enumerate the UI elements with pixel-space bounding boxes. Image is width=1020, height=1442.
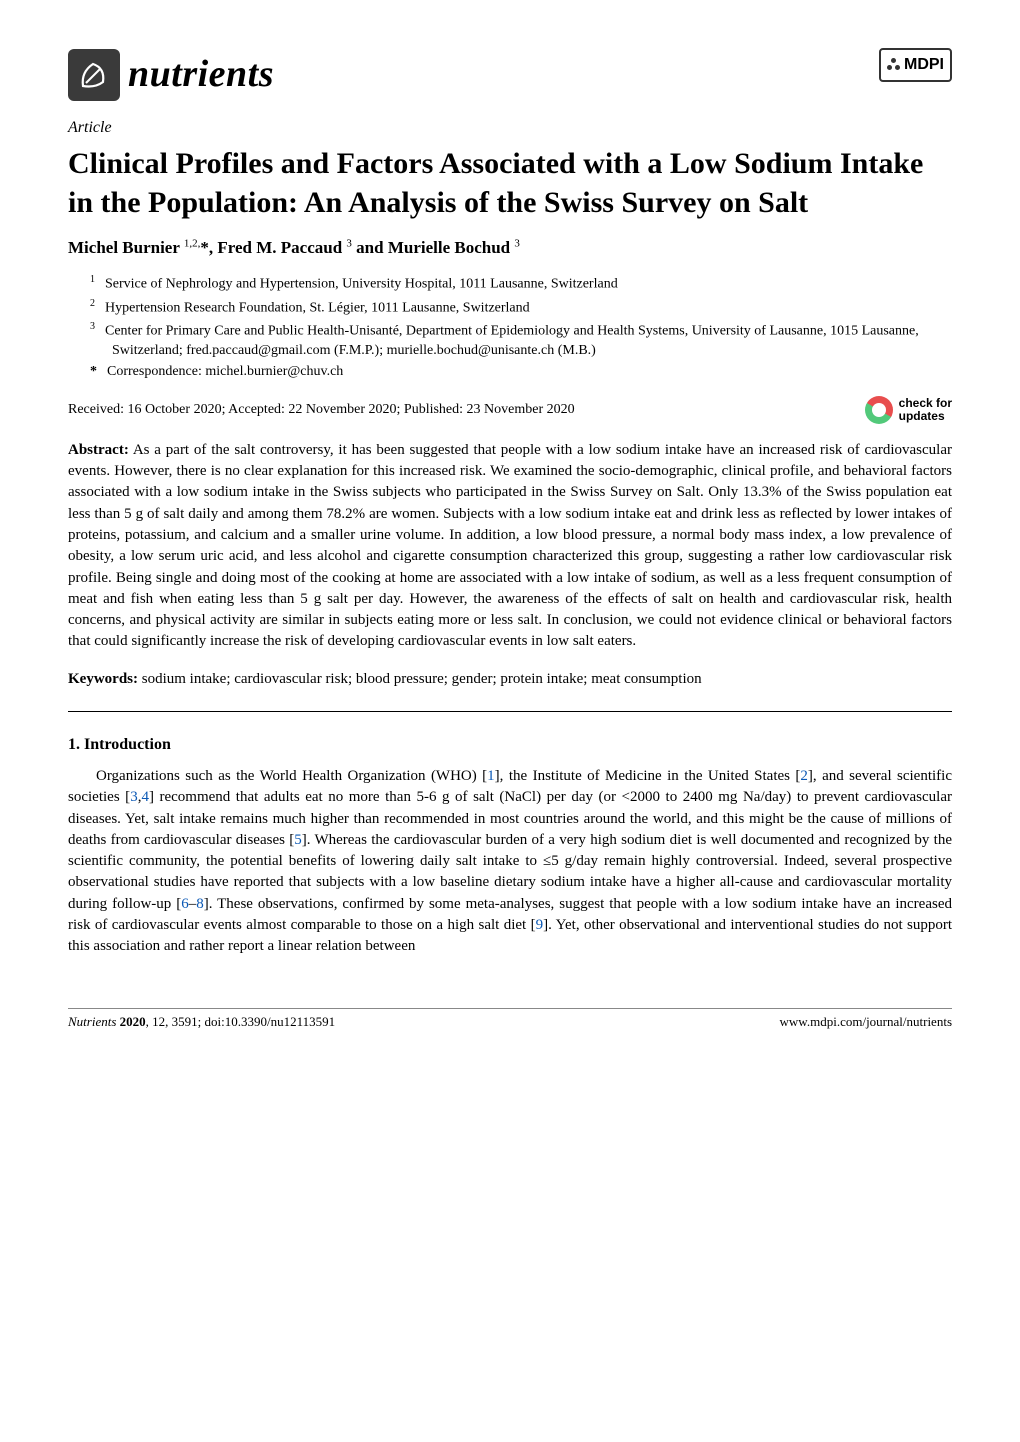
ref-link[interactable]: 9	[536, 917, 544, 933]
ref-link[interactable]: 4	[141, 789, 149, 805]
correspondence: * Correspondence: michel.burnier@chuv.ch	[90, 363, 952, 382]
updates-line2: updates	[899, 410, 952, 423]
affiliation-num: 2	[90, 298, 95, 309]
ref-link[interactable]: 3	[130, 789, 138, 805]
footer-left: Nutrients 2020, 12, 3591; doi:10.3390/nu…	[68, 1013, 335, 1031]
mdpi-dots-icon	[887, 58, 901, 72]
publisher-logo: MDPI	[879, 48, 952, 82]
corr-mark: *	[90, 364, 97, 379]
abstract: Abstract: As a part of the salt controve…	[68, 440, 952, 653]
updates-line1: check for	[899, 397, 952, 410]
abstract-label: Abstract:	[68, 442, 129, 458]
footer-rest: , 12, 3591; doi:10.3390/nu12113591	[146, 1014, 335, 1029]
abstract-text: As a part of the salt controversy, it ha…	[68, 442, 952, 650]
dates-text: Received: 16 October 2020; Accepted: 22 …	[68, 400, 575, 420]
updates-text: check for updates	[899, 397, 952, 423]
footer-year: 2020	[120, 1014, 146, 1029]
article-type: Article	[68, 117, 952, 139]
leaf-icon	[77, 58, 111, 92]
affiliation-text: Center for Primary Care and Public Healt…	[105, 324, 919, 358]
ref-link[interactable]: 5	[294, 832, 302, 848]
t: Organizations such as the World Health O…	[96, 768, 487, 784]
journal-logo-icon	[68, 49, 120, 101]
footer: Nutrients 2020, 12, 3591; doi:10.3390/nu…	[68, 1008, 952, 1031]
article-title: Clinical Profiles and Factors Associated…	[68, 144, 952, 222]
affiliation-text: Hypertension Research Foundation, St. Lé…	[105, 301, 530, 316]
journal-name: nutrients	[128, 48, 274, 101]
ref-link[interactable]: 6	[181, 896, 189, 912]
ref-link[interactable]: 2	[800, 768, 808, 784]
corr-text: Correspondence: michel.burnier@chuv.ch	[107, 364, 343, 379]
intro-paragraph: Organizations such as the World Health O…	[68, 766, 952, 958]
affiliation-num: 1	[90, 274, 95, 285]
affiliation-text: Service of Nephrology and Hypertension, …	[105, 277, 618, 292]
dates-row: Received: 16 October 2020; Accepted: 22 …	[68, 396, 952, 424]
footer-right[interactable]: www.mdpi.com/journal/nutrients	[780, 1013, 952, 1031]
journal-logo: nutrients	[68, 48, 274, 101]
affiliation-3: 3 Center for Primary Care and Public Heal…	[90, 320, 952, 360]
keywords: Keywords: sodium intake; cardiovascular …	[68, 669, 952, 691]
authors: Michel Burnier 1,2,*, Fred M. Paccaud 3 …	[68, 236, 952, 260]
keywords-text: sodium intake; cardiovascular risk; bloo…	[138, 671, 702, 687]
header-row: nutrients MDPI	[68, 48, 952, 101]
ref-link[interactable]: 1	[487, 768, 495, 784]
keywords-label: Keywords:	[68, 671, 138, 687]
affiliation-1: 1 Service of Nephrology and Hypertension,…	[90, 273, 952, 295]
affiliation-num: 3	[90, 321, 95, 332]
divider	[68, 711, 952, 712]
ref-link[interactable]: 8	[196, 896, 204, 912]
check-updates-badge[interactable]: check for updates	[865, 396, 952, 424]
publisher-name: MDPI	[904, 54, 944, 76]
t: ], the Institute of Medicine in the Unit…	[495, 768, 801, 784]
footer-journal: Nutrients	[68, 1014, 120, 1029]
updates-icon	[865, 396, 893, 424]
affiliations: 1 Service of Nephrology and Hypertension,…	[90, 273, 952, 381]
affiliation-2: 2 Hypertension Research Foundation, St. L…	[90, 297, 952, 319]
section-heading: 1. Introduction	[68, 734, 952, 756]
